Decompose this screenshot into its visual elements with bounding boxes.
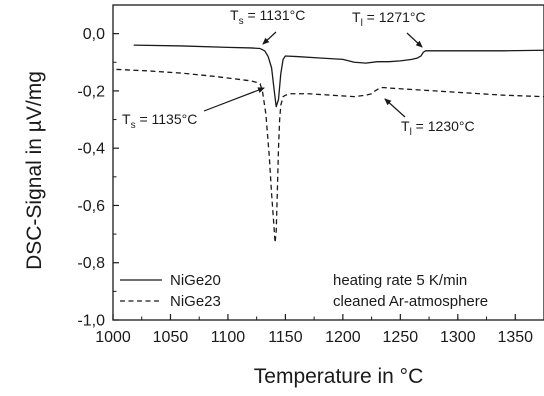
legend: NiGe20 NiGe23 xyxy=(120,272,221,310)
x-tick-label: 1150 xyxy=(268,329,303,346)
y-tick-label: 0,0 xyxy=(83,26,105,43)
y-axis-title: DSC-Signal in µV/mg xyxy=(23,71,46,270)
x-tick-label: 1050 xyxy=(153,329,189,346)
x-tick-label: 1100 xyxy=(211,329,246,346)
y-tick-label: -0,4 xyxy=(77,141,105,158)
annotation-label: Ts = 1135°C xyxy=(122,111,197,131)
plot-frame xyxy=(112,4,544,321)
x-tick-label: 1200 xyxy=(325,329,361,346)
annotation-arrow xyxy=(262,31,277,45)
x-tick-label: 1250 xyxy=(383,329,419,346)
annotation-arrow xyxy=(406,32,423,48)
y-tick-label: -0,6 xyxy=(77,198,105,215)
x-tick-label: 1300 xyxy=(440,329,476,346)
series-layer xyxy=(116,44,544,244)
annotation-label: Tl = 1271°C xyxy=(352,9,426,29)
annotation-arrow xyxy=(203,87,265,112)
y-tick-label: -0,2 xyxy=(77,83,105,100)
plot-area-border xyxy=(112,4,544,321)
x-tick-label: 1350 xyxy=(497,329,533,346)
series-line-nige20 xyxy=(133,44,544,108)
note-atmosphere: cleaned Ar-atmosphere xyxy=(333,293,488,310)
x-axis-ticks: 1000 1050 1100 1150 1200 1250 1300 1350 xyxy=(95,314,544,346)
y-axis-ticks: 0,0 -0,2 -0,4 -0,6 -0,8 -1,0 xyxy=(77,4,119,330)
annotation-arrow xyxy=(384,98,406,118)
series-line-nige23 xyxy=(116,68,544,244)
notes: heating rate 5 K/min cleaned Ar-atmosphe… xyxy=(333,272,488,310)
x-tick-label: 1000 xyxy=(95,329,131,346)
legend-label-nige23: NiGe23 xyxy=(170,293,221,310)
note-heating-rate: heating rate 5 K/min xyxy=(333,272,467,289)
y-tick-label: -0,8 xyxy=(77,255,105,272)
annotation-label: Tl = 1230°C xyxy=(401,118,475,138)
x-axis-title: Temperature in °C xyxy=(254,365,423,388)
y-tick-label: -1,0 xyxy=(77,313,105,330)
legend-label-nige20: NiGe20 xyxy=(170,272,221,289)
annotations-layer: Ts = 1131°C Tl = 1271°C Ts = 1135°C Tl = 12… xyxy=(122,7,475,138)
annotation-label: Ts = 1131°C xyxy=(230,7,305,27)
